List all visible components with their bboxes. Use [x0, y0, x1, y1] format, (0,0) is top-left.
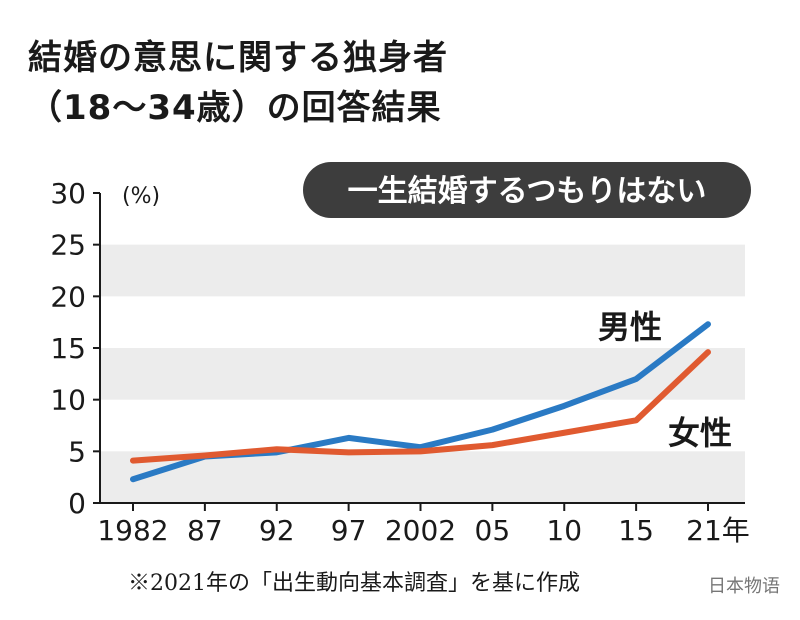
x-tick-label: 97: [331, 514, 367, 547]
subtitle-badge-bg: [303, 162, 751, 218]
y-tick-labels: 0 5 10 15 20 25 30: [50, 177, 100, 520]
y-tick-label: 20: [50, 280, 86, 313]
watermark: 日本物语: [708, 576, 780, 597]
series-label-female: 女性: [668, 414, 732, 452]
subtitle-badge: 一生結婚するつもりはない: [303, 162, 751, 218]
y-tick-label: 15: [50, 332, 86, 365]
grid-band: [100, 451, 745, 503]
y-tick-label: 0: [68, 487, 86, 520]
x-tick-label: 87: [187, 514, 223, 547]
y-axis-unit-label: (%): [122, 184, 160, 209]
footnote: ※2021年の「出生動向基本調査」を基に作成: [128, 571, 580, 596]
x-tick-label: 21年: [686, 514, 750, 547]
x-tick-label: 2002: [385, 514, 456, 547]
series-lines: [130, 321, 711, 483]
x-tick-label: 92: [259, 514, 295, 547]
x-tick-label: 1982: [97, 514, 168, 547]
x-tick-label: 05: [475, 514, 511, 547]
grid-band: [100, 348, 745, 400]
x-tick-labels: 1982 87 92 97 2002 05 10 15 21年: [97, 503, 750, 547]
chart-title-line2: （18〜34歳）の回答結果: [28, 88, 442, 128]
x-tick-label: 10: [546, 514, 582, 547]
chart-title-line1: 結婚の意思に関する独身者: [28, 38, 448, 78]
y-tick-label: 30: [50, 177, 86, 210]
background-bands: [100, 244, 745, 503]
y-tick-label: 25: [50, 229, 86, 262]
chart-subtitle: 一生結婚するつもりはない: [348, 174, 707, 209]
y-tick-label: 5: [68, 435, 86, 468]
grid-band: [100, 244, 745, 297]
x-tick-label: 15: [618, 514, 654, 547]
series-label-male: 男性: [598, 308, 662, 346]
y-tick-label: 10: [50, 384, 86, 417]
